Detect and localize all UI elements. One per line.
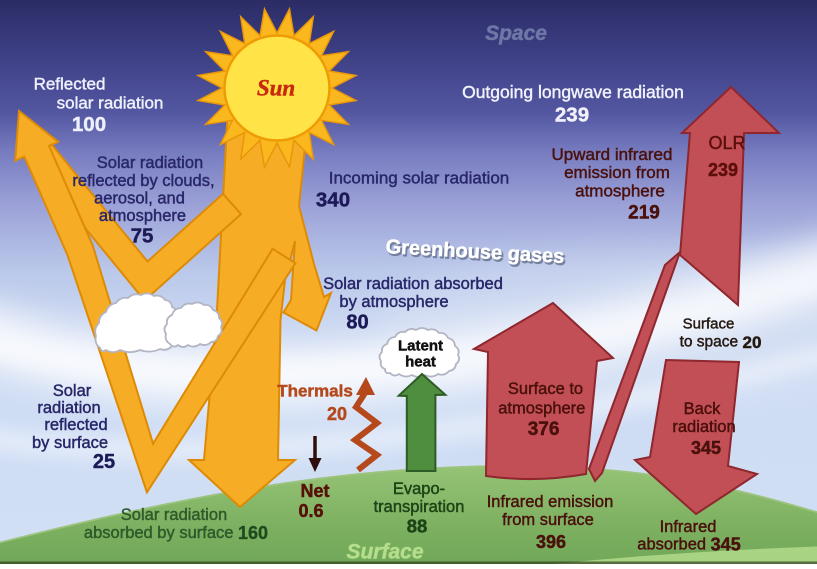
svg-text:Infrared emission: Infrared emission <box>487 493 614 511</box>
svg-text:Evapo-: Evapo- <box>393 480 445 498</box>
svg-text:Solar radiation: Solar radiation <box>97 154 203 172</box>
svg-text:transpiration: transpiration <box>374 498 465 516</box>
svg-text:Solar radiation: Solar radiation <box>121 506 227 524</box>
svg-text:from surface: from surface <box>502 511 594 529</box>
svg-text:Incoming solar radiation: Incoming solar radiation <box>329 169 509 188</box>
svg-text:emission from: emission from <box>564 163 670 182</box>
svg-text:Solar radiation absorbed: Solar radiation absorbed <box>323 275 503 293</box>
svg-text:Back: Back <box>684 400 721 418</box>
svg-text:25: 25 <box>93 451 115 473</box>
svg-text:Latent: Latent <box>398 338 443 355</box>
svg-text:376: 376 <box>528 419 560 440</box>
svg-text:reflected by clouds,: reflected by clouds, <box>72 172 214 190</box>
svg-text:solar radiation: solar radiation <box>57 94 164 113</box>
svg-text:by atmosphere: by atmosphere <box>339 293 448 311</box>
svg-text:atmosphere: atmosphere <box>575 182 665 201</box>
svg-text:atmosphere: atmosphere <box>99 207 186 225</box>
svg-text:by surface: by surface <box>32 434 108 452</box>
svg-text:Solar: Solar <box>53 382 92 400</box>
svg-text:radiation: radiation <box>672 418 735 436</box>
svg-text:reflected: reflected <box>44 416 107 434</box>
svg-text:75: 75 <box>131 225 154 248</box>
svg-text:0.6: 0.6 <box>298 501 323 521</box>
svg-text:Thermals: Thermals <box>277 382 353 401</box>
svg-text:Reflected: Reflected <box>34 75 106 94</box>
svg-text:to space 20: to space 20 <box>680 333 762 352</box>
svg-text:88: 88 <box>407 516 428 537</box>
svg-text:396: 396 <box>536 532 566 552</box>
svg-text:20: 20 <box>327 404 347 424</box>
svg-text:absorbed by surface 160: absorbed by surface 160 <box>84 523 268 543</box>
svg-text:OLR: OLR <box>708 133 745 153</box>
svg-text:Surface: Surface <box>346 541 423 564</box>
svg-text:239: 239 <box>708 160 738 180</box>
svg-text:80: 80 <box>346 312 368 334</box>
svg-text:absorbed 345: absorbed 345 <box>637 535 740 555</box>
svg-text:radiation: radiation <box>37 399 100 417</box>
svg-text:Sun: Sun <box>257 76 295 101</box>
svg-text:Surface: Surface <box>683 316 735 333</box>
svg-text:345: 345 <box>691 438 721 458</box>
svg-text:Space: Space <box>485 22 547 45</box>
svg-text:340: 340 <box>316 189 350 212</box>
svg-text:Infrared: Infrared <box>660 518 717 536</box>
svg-text:aerosol, and: aerosol, and <box>94 190 185 208</box>
svg-text:Net: Net <box>300 481 329 501</box>
svg-text:heat: heat <box>405 354 436 371</box>
svg-text:239: 239 <box>555 104 589 127</box>
svg-text:Upward infrared: Upward infrared <box>552 145 673 164</box>
svg-text:Outgoing longwave radiation: Outgoing longwave radiation <box>462 82 684 102</box>
svg-text:219: 219 <box>628 203 660 224</box>
svg-text:100: 100 <box>72 113 106 136</box>
svg-text:atmosphere: atmosphere <box>498 400 585 418</box>
svg-text:Surface to: Surface to <box>508 380 583 398</box>
